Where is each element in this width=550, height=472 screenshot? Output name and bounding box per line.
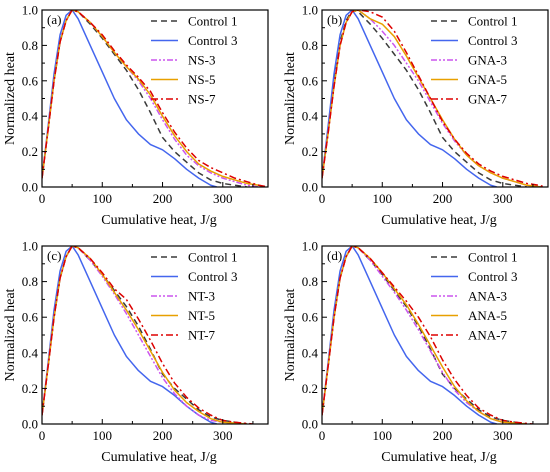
legend-label-3: GNA-5 <box>468 72 507 87</box>
y-tick-label: 0.6 <box>22 310 39 325</box>
legend-label-2: NT-3 <box>188 289 215 304</box>
x-tick-label: 0 <box>319 191 326 206</box>
y-tick-label: 0.8 <box>22 38 38 53</box>
series-line-1 <box>322 10 497 187</box>
x-tick-label: 200 <box>433 428 453 443</box>
x-tick-label: 300 <box>493 428 513 443</box>
y-tick-label: 0.2 <box>22 381 38 396</box>
chart-panel-1: 0 100 200 300 0.0 0.2 0.4 0.6 0.8 1.0 Cumulative h… <box>283 3 549 228</box>
legend-label-0: Control 1 <box>188 14 237 29</box>
x-tick-label: 100 <box>373 191 393 206</box>
panel-label: (b) <box>327 12 342 27</box>
legend-label-1: Control 3 <box>188 269 237 284</box>
legend-label-0: Control 1 <box>188 250 237 265</box>
x-tick-label: 0 <box>39 428 46 443</box>
legend-label-3: NS-5 <box>188 72 215 87</box>
y-tick-label: 0.4 <box>22 109 39 124</box>
y-tick-label: 0.6 <box>302 310 319 325</box>
x-tick-label: 200 <box>153 191 173 206</box>
series-line-4 <box>322 10 546 187</box>
y-tick-label: 0.0 <box>22 417 38 432</box>
x-tick-label: 200 <box>153 428 173 443</box>
legend-label-4: ANA-7 <box>468 328 507 343</box>
y-tick-label: 1.0 <box>302 239 318 254</box>
series-line-4 <box>42 10 268 187</box>
series-line-4 <box>42 246 254 424</box>
chart-panel-3: 0 100 200 300 0.0 0.2 0.4 0.6 0.8 1.0 Cumulative h… <box>283 239 549 465</box>
legend-label-3: NT-5 <box>188 308 215 323</box>
y-tick-label: 0.0 <box>302 417 318 432</box>
y-tick-label: 0.4 <box>302 345 319 360</box>
chart-panel-2: 0 100 200 300 0.0 0.2 0.4 0.6 0.8 1.0 Cumulative h… <box>3 239 269 465</box>
y-tick-label: 0.8 <box>22 274 38 289</box>
chart-panel-0: 0 100 200 300 0.0 0.2 0.4 0.6 0.8 1.0 Cumulative h… <box>3 3 269 228</box>
panel-label: (a) <box>47 12 61 27</box>
y-axis-title: Normalized heat <box>283 52 298 145</box>
series-line-4 <box>322 246 534 424</box>
y-axis-title: Normalized heat <box>3 288 18 381</box>
legend-label-1: Control 3 <box>468 269 517 284</box>
y-tick-label: 0.2 <box>302 144 318 159</box>
legend-label-4: GNA-7 <box>468 92 507 107</box>
x-tick-label: 300 <box>213 191 233 206</box>
x-tick-label: 300 <box>213 428 233 443</box>
x-tick-label: 100 <box>373 428 393 443</box>
legend-label-1: Control 3 <box>468 33 517 48</box>
x-tick-label: 0 <box>319 428 326 443</box>
x-axis-title: Cumulative heat, J/g <box>101 450 216 465</box>
panel-label: (d) <box>327 248 342 263</box>
y-axis-title: Normalized heat <box>283 288 298 381</box>
legend-label-4: NT-7 <box>188 328 215 343</box>
legend-label-2: NS-3 <box>188 53 215 68</box>
y-tick-label: 0.8 <box>302 274 318 289</box>
y-tick-label: 0.4 <box>22 345 39 360</box>
legend-label-4: NS-7 <box>188 92 216 107</box>
legend-label-0: Control 1 <box>468 14 517 29</box>
y-tick-label: 1.0 <box>22 3 38 18</box>
legend-label-2: ANA-3 <box>468 289 507 304</box>
x-tick-label: 200 <box>433 191 453 206</box>
y-tick-label: 0.0 <box>22 180 38 195</box>
x-tick-label: 100 <box>93 428 113 443</box>
y-tick-label: 1.0 <box>302 3 318 18</box>
x-axis-title: Cumulative heat, J/g <box>101 213 216 228</box>
x-tick-label: 100 <box>93 191 113 206</box>
legend-label-1: Control 3 <box>188 33 237 48</box>
x-tick-label: 300 <box>493 191 513 206</box>
x-axis-title: Cumulative heat, J/g <box>381 213 496 228</box>
y-tick-label: 0.4 <box>302 109 319 124</box>
x-axis-title: Cumulative heat, J/g <box>381 450 496 465</box>
legend-label-2: GNA-3 <box>468 53 507 68</box>
y-tick-label: 0.8 <box>302 38 318 53</box>
legend-label-0: Control 1 <box>468 250 517 265</box>
legend-label-3: ANA-5 <box>468 308 507 323</box>
y-tick-label: 1.0 <box>22 239 38 254</box>
x-tick-label: 0 <box>39 191 46 206</box>
y-tick-label: 0.2 <box>302 381 318 396</box>
y-tick-label: 0.0 <box>302 180 318 195</box>
y-tick-label: 0.6 <box>302 73 319 88</box>
series-line-1 <box>42 10 217 187</box>
panel-label: (c) <box>47 248 61 263</box>
y-axis-title: Normalized heat <box>3 52 18 145</box>
y-tick-label: 0.6 <box>22 73 39 88</box>
y-tick-label: 0.2 <box>22 144 38 159</box>
series-line-1 <box>322 246 497 424</box>
